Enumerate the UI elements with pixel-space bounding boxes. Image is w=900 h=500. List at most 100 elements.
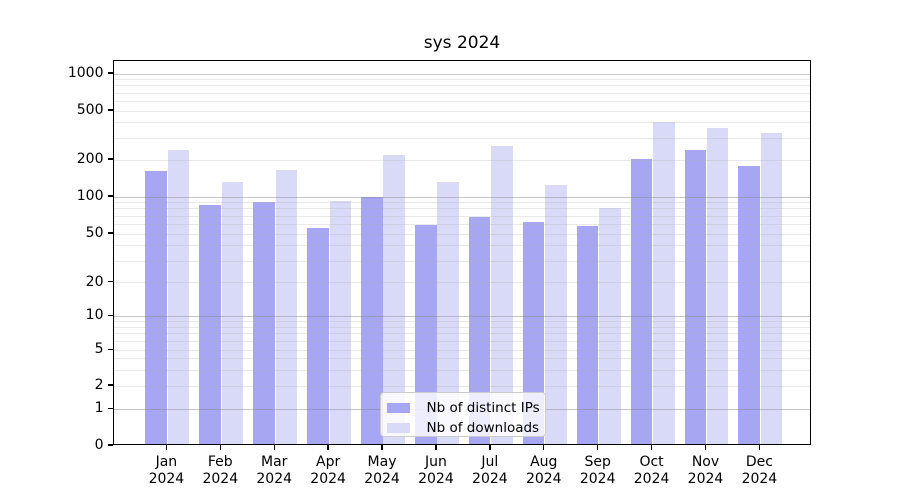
bar-distinct-ips-aug: [522, 222, 545, 444]
bar-distinct-ips-jul: [468, 217, 491, 444]
grid-layer: [114, 61, 810, 445]
gridline-major: [114, 315, 810, 317]
bar-distinct-ips-mar: [253, 201, 275, 444]
x-tick: [758, 445, 761, 450]
gridline-major: [114, 196, 810, 198]
gridline-minor: [114, 233, 810, 235]
x-tick-label: Jun 2024: [418, 454, 454, 487]
bar-distinct-ips-sep: [576, 225, 599, 444]
y-tick: [107, 444, 113, 446]
y-tick-label: 5: [94, 341, 104, 358]
gridline-minor: [114, 92, 810, 94]
x-tick-label: Oct 2024: [633, 454, 670, 487]
x-tick: [489, 445, 491, 450]
x-tick: [596, 445, 599, 450]
x-tick: [165, 445, 168, 450]
bar-distinct-ips-nov: [684, 150, 707, 444]
y-tick: [107, 109, 113, 111]
bar-downloads-feb: [221, 181, 244, 444]
gridline-minor: [114, 137, 810, 139]
gridline-minor: [114, 320, 810, 322]
y-tick: [107, 314, 113, 316]
bar-downloads-aug: [545, 185, 567, 444]
gridline-minor: [114, 85, 810, 87]
bar-downloads-may: [383, 154, 406, 444]
y-tick-label: 100: [76, 188, 104, 204]
bar-downloads-jul: [491, 146, 513, 444]
y-tick: [107, 158, 113, 160]
legend-item-downloads: Nb of downloads: [386, 420, 545, 436]
gridline-minor: [114, 100, 810, 102]
gridline-minor: [114, 208, 810, 210]
y-tick: [107, 407, 113, 409]
gridline-minor: [114, 385, 810, 387]
legend-label-distinct-ips: Nb of distinct IPs: [426, 399, 540, 416]
gridline-minor: [114, 79, 810, 81]
bar-downloads-apr: [329, 200, 352, 444]
x-tick-label: Mar 2024: [256, 454, 293, 487]
bar-distinct-ips-dec: [738, 166, 760, 444]
y-tick-label: 10: [85, 307, 104, 324]
bar-downloads-dec: [760, 132, 783, 444]
chart-title: sys 2024: [423, 33, 501, 53]
x-tick-label: May 2024: [364, 454, 400, 487]
x-tick-label: Apr 2024: [310, 454, 346, 487]
y-tick-label: 500: [76, 102, 104, 118]
bar-downloads-nov: [706, 128, 729, 444]
bar-downloads-jun: [437, 182, 459, 444]
y-tick: [107, 232, 113, 234]
x-tick: [543, 445, 545, 450]
gridline-minor: [114, 215, 810, 217]
gridline-major: [114, 73, 810, 75]
y-tick: [107, 72, 113, 74]
gridline-minor: [114, 110, 810, 112]
x-tick: [219, 445, 221, 450]
x-tick: [327, 445, 329, 450]
gridline-minor: [114, 369, 810, 371]
x-tick: [273, 445, 275, 450]
bar-distinct-ips-feb: [199, 204, 221, 444]
x-tick: [381, 445, 383, 450]
x-tick-label: Nov 2024: [687, 454, 724, 487]
gridline-minor: [114, 358, 810, 360]
y-tick-label: 1: [94, 400, 104, 417]
y-tick-label: 1000: [67, 65, 104, 81]
bar-downloads-jan: [167, 149, 190, 444]
y-tick: [107, 281, 113, 283]
gridline-minor: [114, 260, 810, 262]
gridline-minor: [114, 245, 810, 247]
x-tick-label: Aug 2024: [525, 454, 562, 487]
x-tick-label: Jan 2024: [148, 454, 185, 487]
x-tick: [650, 445, 653, 450]
plot-area: Nb of distinct IPs Nb of downloads: [113, 59, 811, 445]
bar-distinct-ips-jun: [414, 225, 437, 444]
x-tick-label: Sep 2024: [579, 454, 616, 487]
y-tick: [107, 195, 113, 197]
x-tick-label: Jul 2024: [472, 454, 508, 487]
bar-distinct-ips-jan: [145, 170, 167, 444]
gridline-minor: [114, 340, 810, 342]
bars-layer: [114, 61, 810, 444]
y-tick-label: 20: [85, 273, 104, 290]
gridline-minor: [114, 122, 810, 124]
x-tick-label: Dec 2024: [741, 454, 778, 487]
gridline-minor: [114, 282, 810, 284]
legend-swatch-downloads: [386, 422, 410, 433]
y-tick-label: 0: [94, 437, 104, 453]
y-tick: [107, 348, 113, 350]
gridline-minor: [114, 326, 810, 328]
gridline-minor: [114, 349, 810, 351]
legend-item-distinct-ips: Nb of distinct IPs: [386, 399, 545, 416]
gridline-minor: [114, 223, 810, 225]
y-tick-label: 200: [76, 151, 104, 167]
bar-downloads-mar: [275, 169, 298, 444]
y-tick-label: 2: [94, 377, 104, 393]
x-tick: [435, 445, 437, 450]
bar-downloads-sep: [599, 208, 621, 444]
legend-swatch-distinct-ips: [386, 402, 410, 413]
bar-distinct-ips-may: [361, 196, 383, 444]
y-tick-label: 50: [85, 225, 104, 241]
x-tick-label: Feb 2024: [202, 454, 239, 487]
bar-distinct-ips-apr: [307, 227, 329, 444]
y-tick: [107, 384, 113, 386]
